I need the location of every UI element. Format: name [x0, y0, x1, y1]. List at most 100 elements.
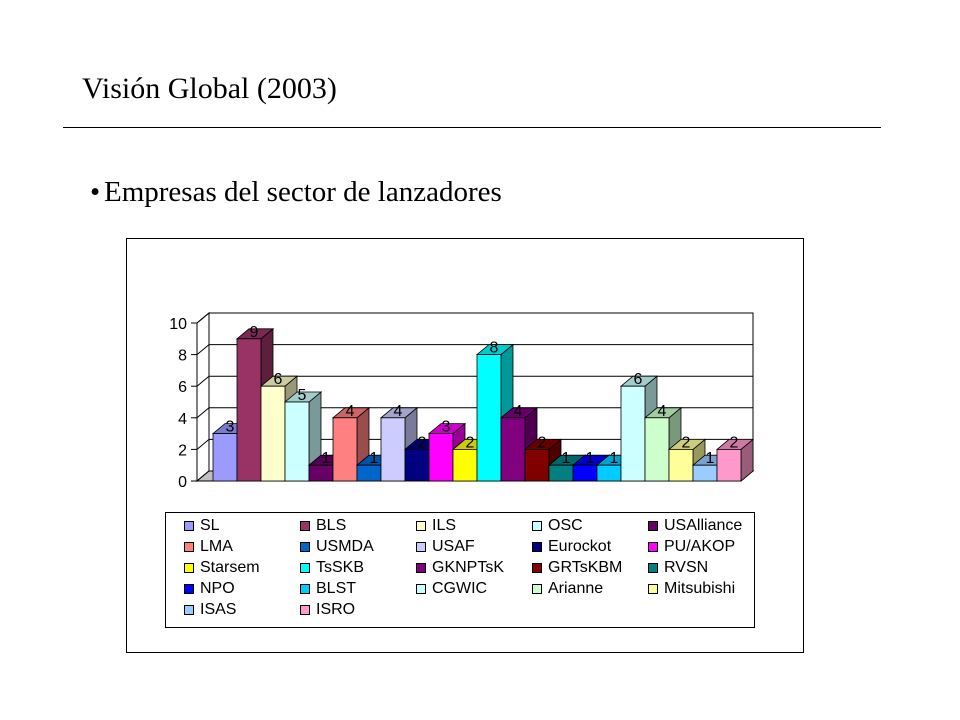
data-label: 8 [490, 340, 499, 357]
data-label: 4 [514, 403, 523, 420]
legend-swatch [184, 584, 194, 594]
legend-label: SL [200, 517, 220, 534]
legend-label: TsSKB [316, 559, 365, 576]
data-label: 4 [394, 403, 403, 420]
slide-title: Visión Global (2003) [82, 72, 337, 105]
legend-swatch [416, 584, 426, 594]
legend-swatch [648, 542, 658, 552]
legend-label: GRTsKBM [548, 559, 623, 576]
legend-swatch [300, 563, 310, 573]
data-label: 9 [250, 324, 259, 341]
legend-label: OSC [548, 517, 583, 534]
bar [476, 354, 502, 482]
bar [692, 464, 718, 482]
y-tick-label: 6 [178, 379, 187, 396]
bar [332, 417, 358, 482]
legend-label: LMA [200, 538, 233, 555]
legend-swatch [300, 605, 310, 615]
bar [236, 338, 262, 482]
y-tick-label: 8 [178, 348, 187, 365]
legend-label: USMDA [316, 538, 374, 555]
data-label: 3 [442, 419, 451, 436]
data-label: 5 [298, 387, 307, 404]
data-label: 1 [370, 450, 379, 467]
data-label: 2 [418, 434, 427, 451]
chart-side-wall [196, 311, 210, 483]
bar [620, 385, 646, 482]
legend-label: GKNPTsK [432, 559, 505, 576]
chart-legend: SL BLS ILS OSC USAlliance LMA USMDA USAF Eurocko… [165, 512, 755, 628]
data-label: 1 [562, 450, 571, 467]
legend-label: PU/AKOP [664, 538, 736, 555]
data-label: 1 [706, 450, 715, 467]
legend-label: USAF [432, 538, 475, 555]
legend-label: USAlliance [664, 517, 743, 534]
legend-swatch [532, 542, 542, 552]
legend-swatch [184, 521, 194, 531]
bar [428, 433, 454, 482]
data-label: 3 [226, 419, 235, 436]
data-label: 1 [322, 450, 331, 467]
bar [308, 464, 334, 482]
legend-swatch [300, 584, 310, 594]
data-label: 1 [610, 450, 619, 467]
legend-swatch [648, 521, 658, 531]
legend-swatch [648, 584, 658, 594]
data-label: 1 [586, 450, 595, 467]
legend-swatch [416, 563, 426, 573]
bar [548, 464, 574, 482]
y-tick-label: 2 [178, 442, 187, 459]
legend-swatch [532, 521, 542, 531]
bar [284, 401, 310, 482]
bar [716, 448, 742, 482]
legend-label: ISRO [316, 601, 356, 618]
legend-swatch [184, 605, 194, 615]
legend-label: Starsem [200, 559, 260, 576]
data-label: 4 [346, 403, 355, 420]
data-label: 2 [730, 434, 739, 451]
legend-swatch [532, 584, 542, 594]
bar [524, 448, 550, 482]
legend-swatch [184, 542, 194, 552]
legend-swatch [184, 563, 194, 573]
legend-swatch [532, 563, 542, 573]
legend-label: Arianne [548, 580, 604, 597]
data-label: 4 [658, 403, 667, 420]
legend-label: BLST [316, 580, 357, 597]
gridline-side [196, 344, 210, 355]
bar [212, 433, 238, 482]
title-divider [63, 127, 881, 128]
legend-label: ISAS [200, 601, 237, 618]
legend-label: RVSN [664, 559, 709, 576]
bar [596, 464, 622, 482]
y-tick-label: 10 [169, 316, 187, 333]
bullet-point: • Empresas del sector de lanzadores [90, 176, 502, 209]
legend-label: CGWIC [432, 580, 488, 597]
gridline-side [196, 407, 210, 419]
bar [452, 448, 478, 482]
bar [404, 448, 430, 482]
gridline-side [196, 312, 210, 324]
legend-label: NPO [200, 580, 235, 597]
legend-label: Mitsubishi [664, 580, 736, 597]
legend-label: Eurockot [548, 538, 612, 555]
bullet-dot-icon: • [90, 176, 101, 208]
legend-swatch [416, 542, 426, 552]
bar [260, 385, 286, 482]
legend-swatch [300, 521, 310, 531]
gridline-side [196, 439, 210, 450]
data-label: 2 [466, 434, 475, 451]
legend-label: ILS [432, 517, 457, 534]
bar [356, 464, 382, 482]
data-label: 6 [274, 371, 283, 388]
legend-swatch [416, 521, 426, 531]
legend-swatch [648, 563, 658, 573]
gridline-side [196, 375, 210, 387]
data-label: 2 [682, 434, 691, 451]
legend-swatch [300, 542, 310, 552]
data-label: 2 [538, 434, 547, 451]
bullet-text: Empresas del sector de lanzadores [104, 176, 502, 208]
data-label: 6 [634, 371, 643, 388]
bar [668, 448, 694, 482]
y-tick-label: 4 [178, 411, 187, 428]
